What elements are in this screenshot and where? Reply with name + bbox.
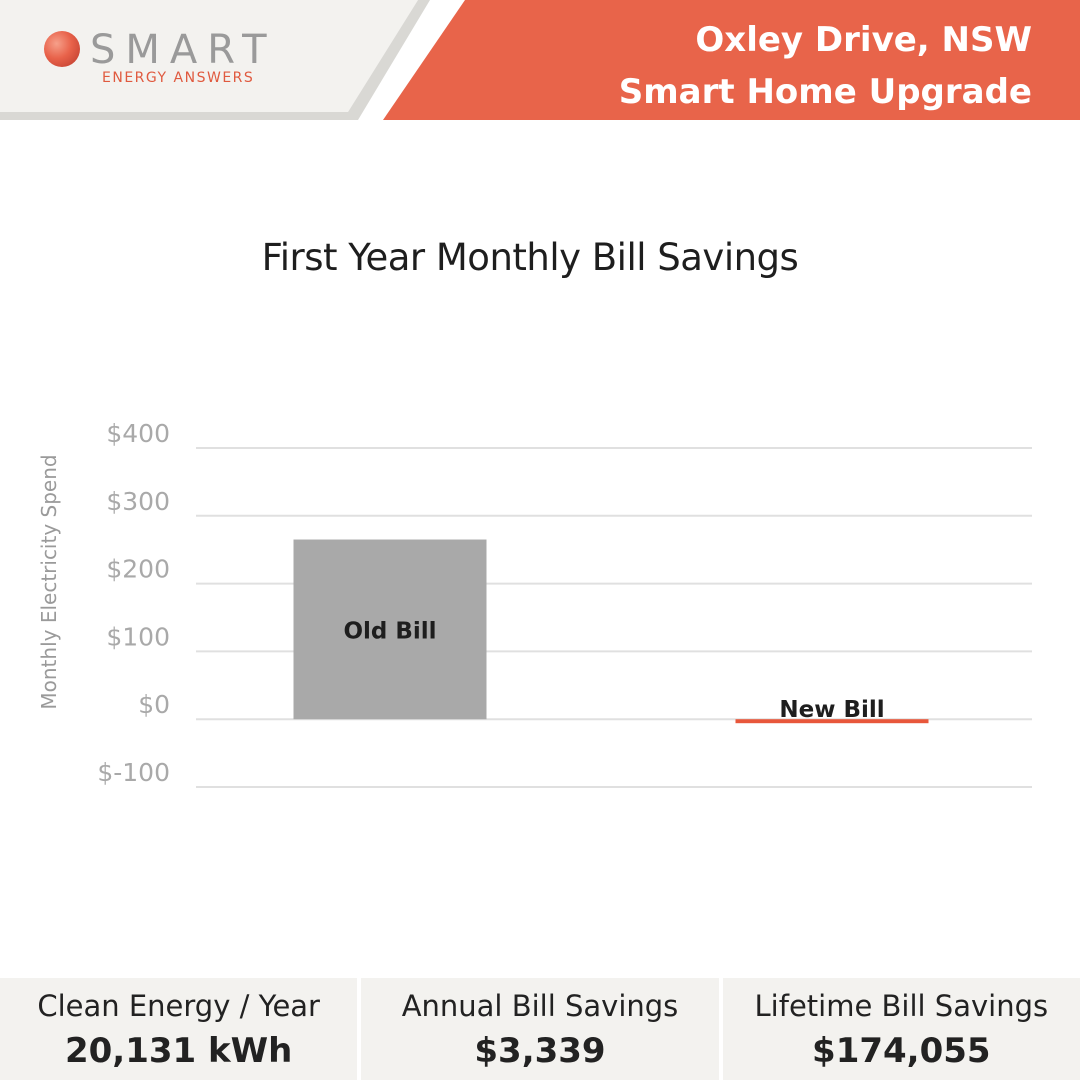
bar-new-bill [735,719,929,724]
stat-lifetime-savings: Lifetime Bill Savings $174,055 [722,978,1080,1080]
logo-panel [0,0,418,112]
project-title: Oxley Drive, NSW Smart Home Upgrade [619,14,1032,118]
bar-label: New Bill [779,697,884,723]
y-tick-label: $200 [106,555,170,584]
y-tick-label: $0 [138,690,170,719]
brand-logo: SMART ENERGY ANSWERS [44,28,304,94]
y-tick-label: $-100 [97,758,170,787]
stat-label: Annual Bill Savings [401,989,679,1023]
bar-label: Old Bill [343,618,436,644]
y-tick-label: $300 [106,487,170,516]
stats-bar: Clean Energy / Year 20,131 kWh Annual Bi… [0,978,1080,1080]
brand-tagline: ENERGY ANSWERS [102,70,255,86]
stat-label: Clean Energy / Year [37,989,320,1023]
y-tick-label: $400 [106,419,170,448]
project-location: Oxley Drive, NSW [695,20,1032,60]
stat-value: 20,131 kWh [64,1031,293,1071]
title-banner [383,0,1080,120]
y-axis-label: Monthly Electricity Spend [37,454,61,709]
bar-old-bill [293,539,487,720]
sun-orb-icon [44,31,80,67]
header-shapes [0,0,1080,120]
stat-clean-energy: Clean Energy / Year 20,131 kWh [0,978,358,1080]
header: SMART ENERGY ANSWERS Oxley Drive, NSW Sm… [0,0,1080,125]
stat-label: Lifetime Bill Savings [754,989,1049,1023]
stat-value: $174,055 [812,1031,991,1071]
stat-value: $3,339 [474,1031,606,1071]
y-tick-label: $100 [106,622,170,651]
stat-annual-savings: Annual Bill Savings $3,339 [361,978,719,1080]
bar-labels: Old Bill New Bill [343,618,884,723]
chart-title: First Year Monthly Bill Savings [261,236,799,279]
bars [293,539,929,724]
y-tick-labels: $400 $300 $200 $100 $0 $-100 [97,419,170,787]
bill-savings-chart: $400 $300 $200 $100 $0 $-100 Old Bill New Bill… [37,419,1032,788]
project-name: Smart Home Upgrade [618,72,1032,112]
brand-name: SMART [90,27,277,73]
